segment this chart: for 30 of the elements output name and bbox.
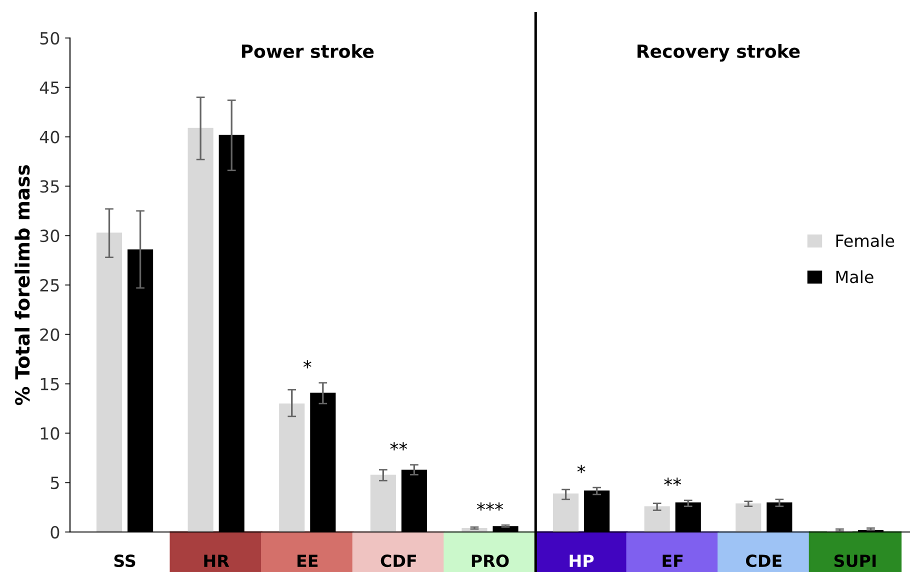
x-tick-label: CDE <box>746 554 782 568</box>
annotation: Recovery stroke <box>638 44 800 62</box>
annotation: ** <box>664 478 682 486</box>
x-tick-label: CDF <box>380 554 416 568</box>
legend-label: Female <box>836 234 894 248</box>
y-tick-label: 35 <box>40 180 59 193</box>
y-tick-label: 20 <box>40 328 60 341</box>
y-tick-label: 40 <box>40 130 60 144</box>
y-tick-label: 50 <box>40 32 60 45</box>
annotation: * <box>303 360 312 368</box>
y-tick-label: 0 <box>50 526 60 539</box>
y-tick-label: 5 <box>50 476 59 490</box>
y-tick-label: 10 <box>40 427 60 440</box>
annotation: * <box>577 464 586 474</box>
y-tick-label: 45 <box>40 82 59 94</box>
y-axis-title: % Total forelimb mass <box>14 165 30 406</box>
x-tick-label: PRO <box>472 554 509 568</box>
x-tick-label: SS <box>114 554 136 568</box>
annotation: ** <box>390 442 408 450</box>
x-tick-label: HR <box>204 554 230 567</box>
annotation: Power stroke <box>242 44 374 58</box>
x-tick-label: EE <box>298 554 318 567</box>
x-tick-label: EF <box>662 554 683 567</box>
y-tick-label: 25 <box>40 278 59 292</box>
x-tick-label: SUPI <box>834 554 876 568</box>
annotation: *** <box>476 502 504 511</box>
y-tick-label: 30 <box>40 230 60 242</box>
legend-label: Male <box>836 270 874 284</box>
x-tick-label: HP <box>570 554 594 567</box>
y-tick-label: 15 <box>40 378 59 390</box>
